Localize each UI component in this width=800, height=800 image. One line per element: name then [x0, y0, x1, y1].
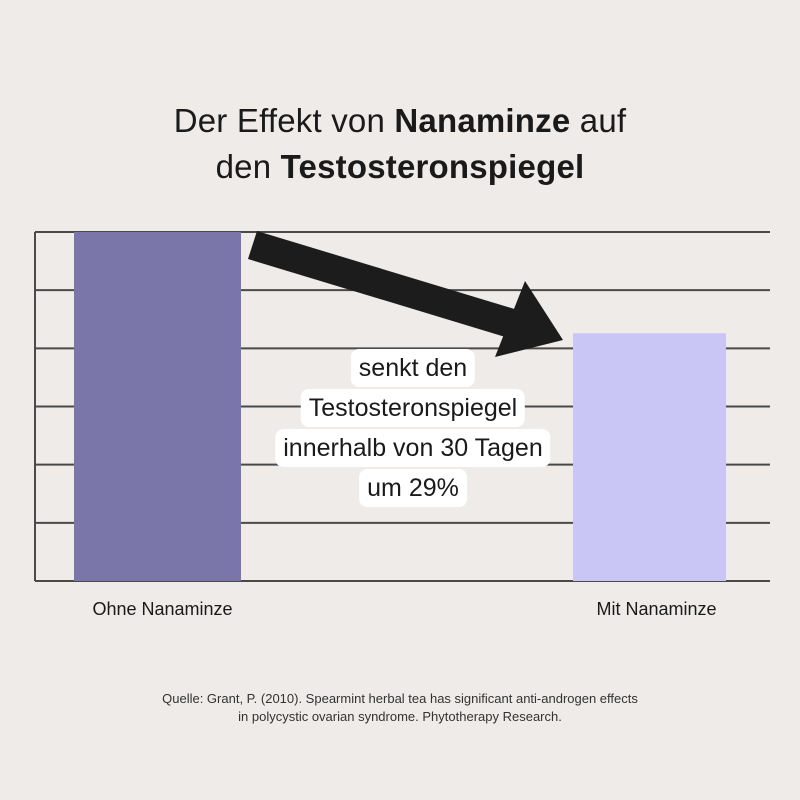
- title-text: Der Effekt von: [173, 102, 395, 139]
- source-citation: Quelle: Grant, P. (2010). Spearmint herb…: [0, 690, 800, 726]
- annotation-line: Testosteronspiegel: [300, 389, 526, 427]
- annotation-line: innerhalb von 30 Tagen: [275, 429, 551, 467]
- x-tick-label: Ohne Nanaminze: [92, 599, 232, 619]
- annotation-callout: senkt den Testosteronspiegel innerhalb v…: [262, 349, 564, 509]
- annotation-line: um 29%: [359, 469, 467, 507]
- title-text: auf: [570, 102, 627, 139]
- arrow-head: [495, 281, 563, 357]
- title-line-1: Der Effekt von Nanaminze auf: [0, 98, 800, 144]
- bar-1: [74, 232, 241, 581]
- source-line: Quelle: Grant, P. (2010). Spearmint herb…: [162, 691, 638, 706]
- bar-2: [573, 333, 726, 581]
- x-axis-labels: Ohne Nanaminze Mit Nanaminze: [92, 599, 716, 619]
- source-line: in polycystic ovarian syndrome. Phytothe…: [238, 709, 562, 724]
- annotation-line: senkt den: [350, 349, 476, 387]
- title-bold-text: Nanaminze: [394, 102, 571, 139]
- chart-title: Der Effekt von Nanaminze auf den Testost…: [0, 98, 800, 190]
- chart-bars: [74, 232, 726, 581]
- x-tick-label: Mit Nanaminze: [596, 599, 716, 619]
- title-line-2: den Testosteronspiegel: [0, 144, 800, 190]
- trend-arrow: [248, 231, 563, 357]
- arrow-shape: [248, 231, 521, 339]
- title-bold-text: Testosteronspiegel: [280, 148, 585, 185]
- title-text: den: [215, 148, 281, 185]
